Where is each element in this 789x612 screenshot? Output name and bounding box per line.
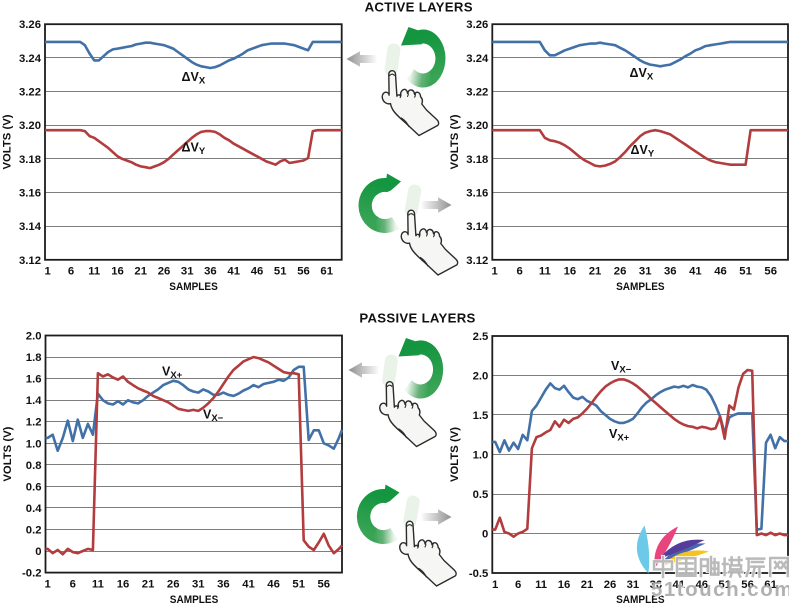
svg-text:3.14: 3.14 [466, 221, 489, 233]
svg-text:6: 6 [70, 578, 76, 590]
svg-text:0.4: 0.4 [26, 503, 42, 515]
svg-text:31: 31 [181, 266, 194, 278]
svg-text:SAMPLES: SAMPLES [169, 281, 218, 293]
svg-text:3.22: 3.22 [466, 87, 488, 99]
svg-text:1.2: 1.2 [26, 417, 42, 429]
svg-text:1.4: 1.4 [26, 395, 42, 407]
svg-text:6: 6 [68, 266, 74, 278]
svg-text:21: 21 [581, 579, 594, 591]
svg-text:56: 56 [741, 579, 754, 591]
svg-text:1: 1 [45, 266, 51, 278]
svg-text:-0.2: -0.2 [22, 568, 41, 580]
svg-text:11: 11 [535, 579, 547, 591]
svg-text:56: 56 [318, 578, 331, 590]
svg-text:ACTIVE LAYERS: ACTIVE LAYERS [365, 0, 473, 15]
svg-text:51touch.com: 51touch.com [651, 578, 789, 601]
svg-text:VOLTS (V): VOLTS (V) [449, 114, 461, 169]
svg-text:3.16: 3.16 [19, 188, 41, 200]
svg-text:51: 51 [274, 266, 287, 278]
svg-text:SAMPLES: SAMPLES [170, 594, 219, 606]
svg-text:0: 0 [35, 546, 41, 558]
svg-text:3.18: 3.18 [19, 154, 41, 166]
svg-text:3.18: 3.18 [466, 154, 488, 166]
svg-text:0.2: 0.2 [26, 525, 42, 537]
svg-text:61: 61 [764, 579, 777, 591]
svg-text:36: 36 [650, 579, 663, 591]
svg-text:16: 16 [111, 266, 124, 278]
svg-text:6: 6 [515, 579, 521, 591]
svg-text:36: 36 [204, 266, 217, 278]
svg-text:51: 51 [292, 578, 305, 590]
svg-text:11: 11 [88, 266, 100, 278]
svg-text:26: 26 [167, 578, 180, 590]
svg-text:PASSIVE LAYERS: PASSIVE LAYERS [359, 311, 475, 326]
svg-text:41: 41 [689, 266, 702, 278]
svg-text:16: 16 [558, 579, 571, 591]
svg-text:56: 56 [764, 266, 777, 278]
svg-text:3.24: 3.24 [466, 53, 489, 65]
svg-text:46: 46 [714, 266, 727, 278]
svg-text:56: 56 [297, 266, 310, 278]
svg-text:11: 11 [92, 578, 104, 590]
svg-text:11: 11 [539, 266, 551, 278]
svg-text:3.22: 3.22 [19, 87, 41, 99]
svg-text:21: 21 [589, 266, 602, 278]
svg-text:41: 41 [673, 579, 686, 591]
svg-text:36: 36 [217, 578, 230, 590]
svg-text:3.14: 3.14 [19, 221, 42, 233]
svg-text:3.20: 3.20 [466, 120, 488, 132]
svg-text:VOLTS (V): VOLTS (V) [449, 427, 461, 482]
svg-text:26: 26 [614, 266, 627, 278]
svg-text:36: 36 [664, 266, 677, 278]
svg-text:0.6: 0.6 [26, 481, 42, 493]
svg-text:31: 31 [639, 266, 652, 278]
svg-text:2.0: 2.0 [26, 331, 42, 343]
svg-text:51: 51 [739, 266, 752, 278]
svg-text:41: 41 [227, 266, 240, 278]
svg-text:46: 46 [696, 579, 709, 591]
svg-text:41: 41 [242, 578, 255, 590]
svg-text:3.26: 3.26 [19, 19, 41, 31]
svg-text:1: 1 [45, 578, 51, 590]
svg-text:3.24: 3.24 [19, 53, 42, 65]
svg-text:46: 46 [267, 578, 280, 590]
svg-text:1.0: 1.0 [26, 438, 42, 450]
svg-text:0: 0 [482, 529, 488, 541]
svg-text:1.8: 1.8 [26, 352, 42, 364]
svg-text:61: 61 [320, 266, 333, 278]
svg-text:SAMPLES: SAMPLES [616, 281, 665, 293]
svg-text:3.16: 3.16 [466, 188, 488, 200]
svg-text:1: 1 [492, 579, 498, 591]
svg-text:51touch.com: 51touch.com [652, 579, 789, 602]
svg-text:0.5: 0.5 [473, 489, 489, 501]
svg-text:1: 1 [491, 266, 497, 278]
svg-text:VOLTS (V): VOLTS (V) [2, 114, 14, 169]
svg-text:3.20: 3.20 [19, 120, 41, 132]
svg-text:0.8: 0.8 [26, 460, 42, 472]
svg-text:21: 21 [142, 578, 155, 590]
svg-text:3.12: 3.12 [19, 255, 41, 267]
svg-text:16: 16 [117, 578, 130, 590]
svg-text:3.12: 3.12 [466, 255, 488, 267]
svg-text:46: 46 [251, 266, 264, 278]
svg-text:1.6: 1.6 [26, 374, 42, 386]
svg-text:1.5: 1.5 [473, 410, 489, 422]
svg-text:2.5: 2.5 [473, 331, 489, 343]
svg-text:21: 21 [134, 266, 147, 278]
svg-text:26: 26 [604, 579, 617, 591]
svg-text:1.0: 1.0 [473, 450, 489, 462]
svg-text:3.26: 3.26 [466, 19, 488, 31]
svg-text:16: 16 [564, 266, 577, 278]
svg-text:31: 31 [192, 578, 205, 590]
svg-text:31: 31 [627, 579, 640, 591]
svg-text:6: 6 [517, 266, 523, 278]
svg-text:51: 51 [718, 579, 731, 591]
svg-text:-0.5: -0.5 [469, 568, 488, 580]
svg-text:26: 26 [158, 266, 171, 278]
svg-text:2.0: 2.0 [473, 371, 489, 383]
svg-text:VOLTS (V): VOLTS (V) [2, 426, 14, 481]
svg-text:SAMPLES: SAMPLES [616, 594, 665, 606]
